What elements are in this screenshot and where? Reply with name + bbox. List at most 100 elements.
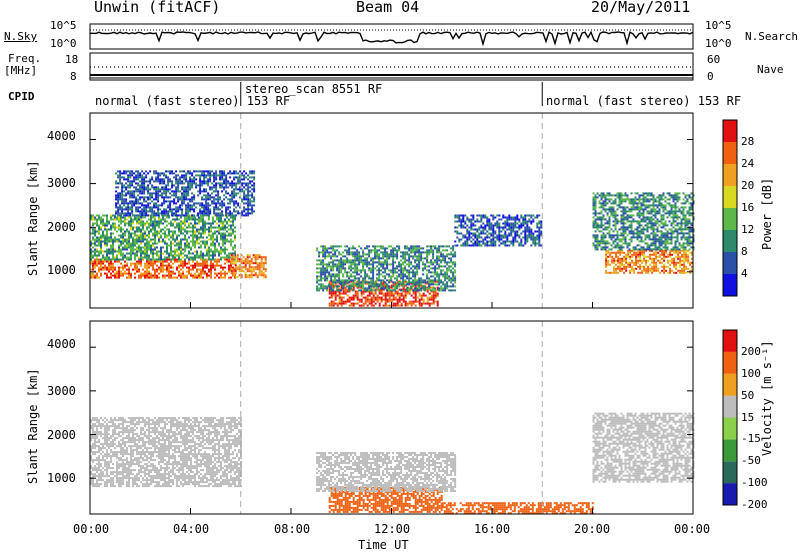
power-cell — [160, 258, 162, 261]
power-cell — [143, 192, 146, 195]
power-cell — [247, 194, 250, 197]
power-cell — [187, 184, 190, 187]
power-cell — [216, 250, 218, 253]
power-cell — [141, 214, 144, 217]
power-cell — [132, 240, 134, 243]
power-cell — [215, 208, 218, 211]
power-cell — [332, 294, 335, 297]
power-cell — [153, 204, 156, 207]
power-cell — [651, 267, 654, 270]
power-cell — [177, 196, 180, 199]
power-cell — [163, 186, 166, 189]
power-cell — [205, 210, 208, 213]
power-cell — [249, 172, 252, 175]
power-cell — [422, 300, 425, 303]
power-cell — [100, 234, 102, 237]
power-cell — [376, 296, 379, 299]
power-cell — [436, 292, 439, 295]
power-cell — [230, 224, 232, 227]
power-cell — [124, 234, 126, 237]
power-cell — [182, 222, 184, 225]
power-cell — [174, 214, 176, 217]
power-cell — [316, 287, 319, 290]
power-cell — [404, 265, 407, 268]
power-cell — [226, 238, 228, 241]
power-cell — [157, 198, 160, 201]
power-cell — [148, 256, 150, 259]
power-cell — [516, 230, 519, 233]
power-cell — [418, 279, 421, 282]
power-cell — [157, 212, 160, 215]
power-cell — [156, 264, 158, 267]
power-cell — [190, 222, 192, 225]
power-cell — [354, 275, 357, 278]
power-cell — [155, 172, 158, 175]
power-cell — [328, 302, 331, 305]
power-cell — [120, 258, 122, 261]
power-cell — [412, 292, 415, 295]
power-cell — [131, 180, 134, 183]
power-cell — [170, 252, 172, 255]
power-cell — [160, 240, 162, 243]
power-cell — [180, 258, 182, 261]
power-cell — [159, 174, 162, 177]
power-cell — [186, 270, 188, 273]
power-cell — [420, 247, 423, 250]
power-cell — [426, 282, 429, 285]
power-cell — [148, 230, 150, 233]
power-cell — [220, 258, 222, 261]
power-cell — [199, 176, 202, 179]
power-cell — [504, 240, 507, 243]
power-cell — [326, 255, 329, 258]
power-cell — [162, 232, 164, 235]
power-cell — [476, 220, 479, 223]
power-cell — [462, 214, 465, 217]
power-cell — [641, 253, 644, 256]
power-cell — [122, 232, 124, 235]
power-cell — [210, 268, 212, 271]
power-cell — [128, 222, 130, 225]
power-cell — [249, 180, 252, 183]
power-cell — [186, 246, 188, 249]
power-cell — [380, 273, 383, 276]
power-cell — [251, 194, 254, 197]
power-cell — [512, 226, 515, 229]
power-cell — [203, 212, 206, 215]
power-cell — [215, 194, 218, 197]
power-cell — [178, 226, 180, 229]
power-cell — [155, 180, 158, 183]
power-cell — [110, 258, 112, 261]
power-cell — [394, 253, 397, 256]
power-cell — [625, 257, 628, 260]
power-cell — [96, 264, 98, 267]
power-cell — [524, 222, 527, 225]
power-cell — [147, 206, 150, 209]
power-cell — [114, 250, 116, 253]
power-cell — [424, 289, 427, 292]
power-cell — [164, 258, 166, 261]
power-cell — [220, 246, 222, 249]
power-cell — [106, 260, 108, 263]
power-cell — [139, 176, 142, 179]
power-cell — [165, 194, 168, 197]
power-cell — [191, 172, 194, 175]
power-cell — [617, 255, 620, 258]
power-cell — [235, 192, 238, 195]
power-cell — [118, 226, 120, 229]
power-cell — [182, 220, 184, 223]
power-cell — [183, 182, 186, 185]
power-cell — [106, 276, 108, 279]
power-cell — [171, 210, 174, 213]
power-cell — [605, 261, 608, 264]
power-cell — [150, 276, 152, 279]
power-cell — [528, 234, 531, 237]
power-cell — [220, 228, 222, 231]
power-cell — [245, 208, 248, 211]
power-cell — [184, 220, 186, 223]
power-cell — [498, 228, 501, 231]
power-cell — [177, 180, 180, 183]
power-cell — [120, 216, 122, 219]
power-cell — [448, 269, 451, 272]
power-cell — [102, 222, 104, 225]
power-cell — [366, 253, 369, 256]
